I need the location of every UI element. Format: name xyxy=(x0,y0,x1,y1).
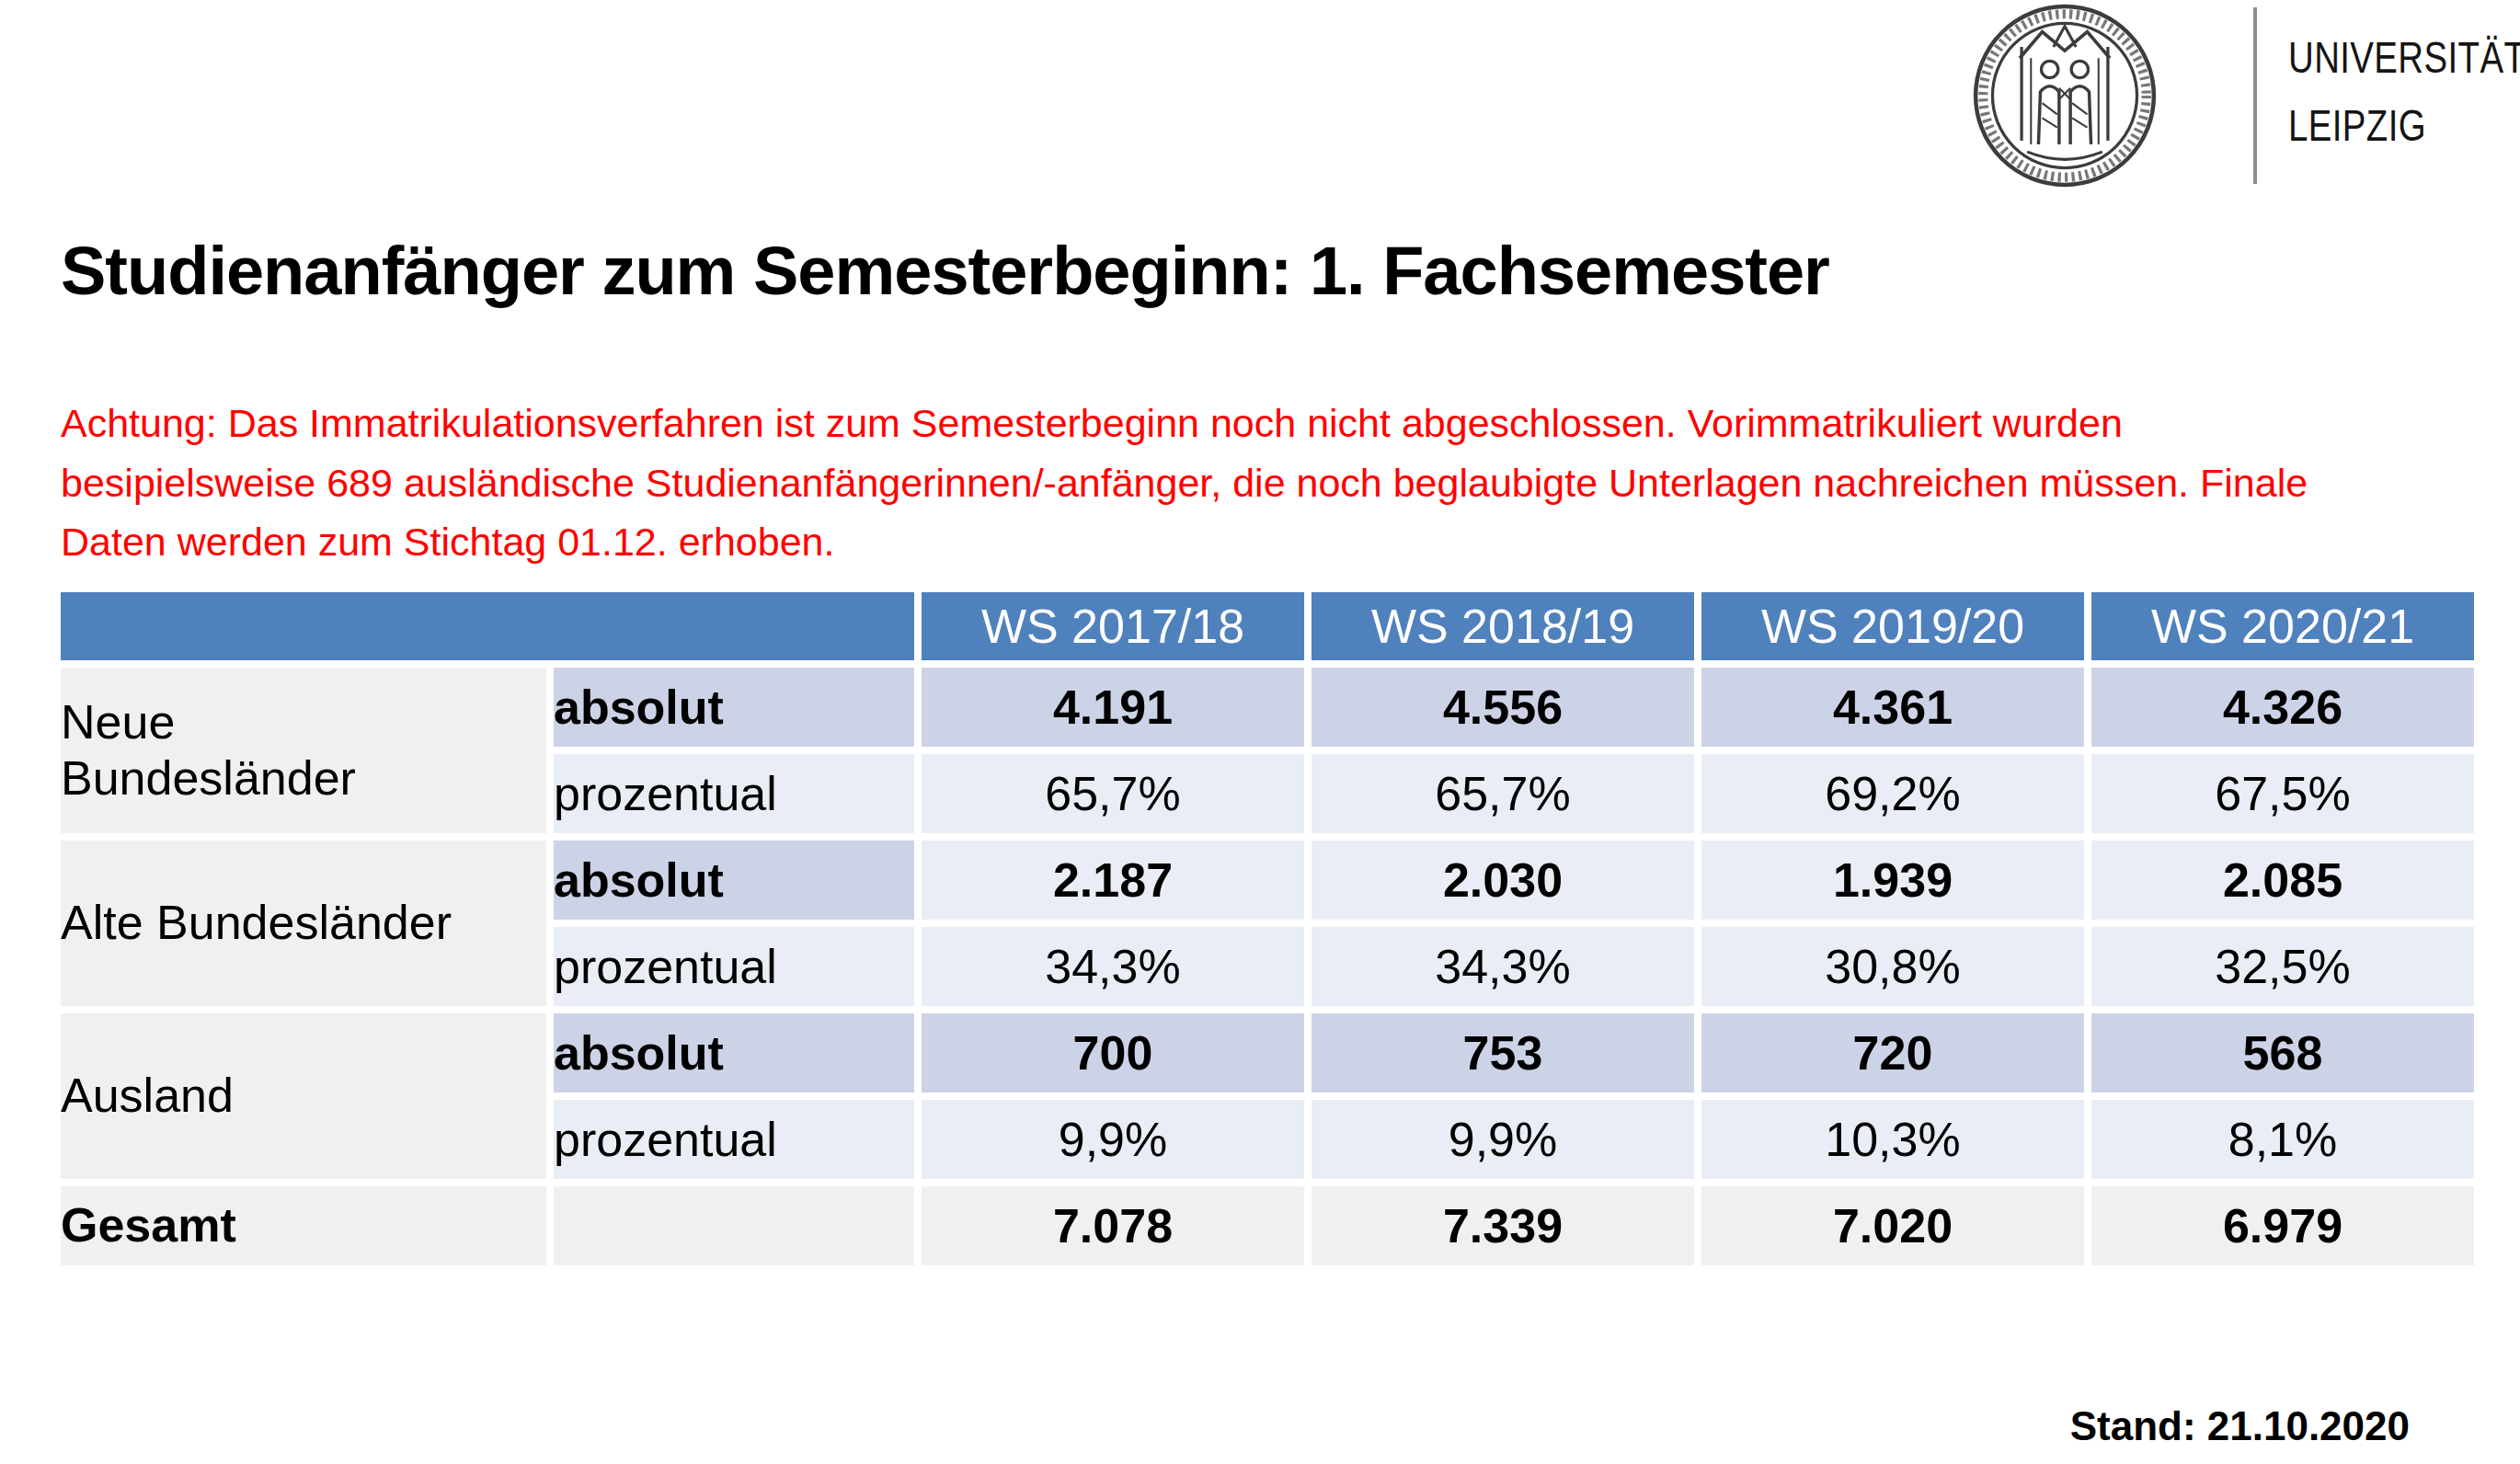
enrollment-table: WS 2017/18 WS 2018/19 WS 2019/20 WS 2020… xyxy=(53,585,2481,1273)
value-cell: 32,5% xyxy=(2091,927,2474,1006)
total-label: Gesamt xyxy=(61,1186,546,1265)
group-label-alte-bundeslaender: Alte Bundesländer xyxy=(61,841,546,1006)
value-cell: 8,1% xyxy=(2091,1100,2474,1179)
table-header-row: WS 2017/18 WS 2018/19 WS 2019/20 WS 2020… xyxy=(61,592,2474,660)
page-title: Studienanfänger zum Semesterbeginn: 1. F… xyxy=(61,232,1829,310)
value-cell: 65,7% xyxy=(1312,754,1694,833)
col-header-ws-2018-19: WS 2018/19 xyxy=(1312,592,1694,660)
value-cell: 30,8% xyxy=(1701,927,2084,1006)
value-cell: 69,2% xyxy=(1701,754,2084,833)
table-row-gesamt: Gesamt 7.078 7.339 7.020 6.979 xyxy=(61,1186,2474,1265)
total-value-cell: 6.979 xyxy=(2091,1186,2474,1265)
value-cell: 1.939 xyxy=(1701,841,2084,920)
group-label-ausland: Ausland xyxy=(61,1013,546,1179)
value-cell: 720 xyxy=(1701,1013,2084,1092)
value-cell: 67,5% xyxy=(2091,754,2474,833)
university-seal-icon xyxy=(1968,2,2161,189)
value-cell: 4.556 xyxy=(1312,668,1694,747)
table-corner-cell xyxy=(61,592,914,660)
col-header-ws-2020-21: WS 2020/21 xyxy=(2091,592,2474,660)
metric-label-absolut: absolut xyxy=(554,668,914,747)
value-cell: 753 xyxy=(1312,1013,1694,1092)
group-label-neue-bundeslaender: Neue Bundesländer xyxy=(61,668,546,833)
metric-label-prozentual: prozentual xyxy=(554,754,914,833)
total-value-cell: 7.078 xyxy=(922,1186,1304,1265)
col-header-ws-2019-20: WS 2019/20 xyxy=(1701,592,2084,660)
university-wordmark-line1: UNIVERSITÄT xyxy=(2288,24,2520,92)
value-cell: 4.326 xyxy=(2091,668,2474,747)
value-cell: 10,3% xyxy=(1701,1100,2084,1179)
university-wordmark-line2: LEIPZIG xyxy=(2288,92,2520,160)
metric-label-prozentual: prozentual xyxy=(554,1100,914,1179)
value-cell: 700 xyxy=(922,1013,1304,1092)
value-cell: 34,3% xyxy=(1312,927,1694,1006)
value-cell: 34,3% xyxy=(922,927,1304,1006)
notice-line-3: Daten werden zum Stichtag 01.12. erhoben… xyxy=(61,512,2308,572)
metric-label-absolut: absolut xyxy=(554,841,914,920)
table-row-ausland-absolut: Ausland absolut 700 753 720 568 xyxy=(61,1013,2474,1092)
value-cell: 568 xyxy=(2091,1013,2474,1092)
total-value-cell: 7.020 xyxy=(1701,1186,2084,1265)
total-empty-cell xyxy=(554,1186,914,1265)
table-row-alte-absolut: Alte Bundesländer absolut 2.187 2.030 1.… xyxy=(61,841,2474,920)
notice-line-2: besipielsweise 689 ausländische Studiena… xyxy=(61,453,2308,513)
notice-line-1: Achtung: Das Immatrikulationsverfahren i… xyxy=(61,394,2308,453)
university-logo: UNIVERSITÄT LEIPZIG xyxy=(1959,0,2520,193)
notice-text: Achtung: Das Immatrikulationsverfahren i… xyxy=(61,394,2308,572)
value-cell: 9,9% xyxy=(922,1100,1304,1179)
logo-divider xyxy=(2253,7,2257,184)
table-row-neue-absolut: Neue Bundesländer absolut 4.191 4.556 4.… xyxy=(61,668,2474,747)
status-date: Stand: 21.10.2020 xyxy=(2070,1403,2410,1449)
value-cell: 2.085 xyxy=(2091,841,2474,920)
value-cell: 2.187 xyxy=(922,841,1304,920)
total-value-cell: 7.339 xyxy=(1312,1186,1694,1265)
metric-label-prozentual: prozentual xyxy=(554,927,914,1006)
value-cell: 9,9% xyxy=(1312,1100,1694,1179)
university-wordmark: UNIVERSITÄT LEIPZIG xyxy=(2288,24,2520,161)
metric-label-absolut: absolut xyxy=(554,1013,914,1092)
slide: UNIVERSITÄT LEIPZIG Studienanfänger zum … xyxy=(0,0,2520,1464)
value-cell: 65,7% xyxy=(922,754,1304,833)
value-cell: 4.191 xyxy=(922,668,1304,747)
value-cell: 4.361 xyxy=(1701,668,2084,747)
col-header-ws-2017-18: WS 2017/18 xyxy=(922,592,1304,660)
value-cell: 2.030 xyxy=(1312,841,1694,920)
